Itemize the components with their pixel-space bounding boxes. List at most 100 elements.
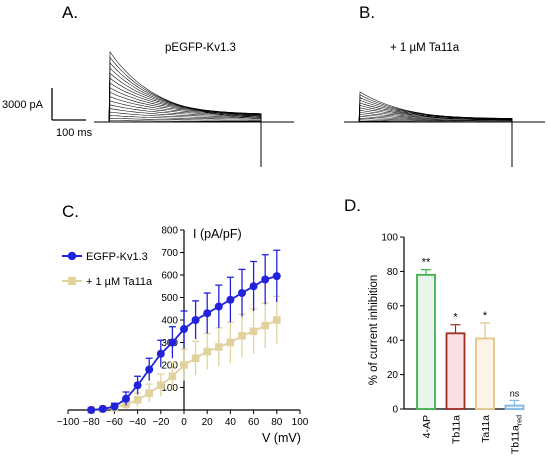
panel-b-current-traces-trace (358, 118, 513, 123)
category-label: Tb11a (451, 415, 463, 444)
x-tick-label: −20 (152, 417, 169, 428)
data-point (168, 338, 177, 347)
bar (416, 273, 436, 410)
bar-y-tick-label: 20 (387, 370, 399, 381)
x-tick-label: 20 (202, 417, 214, 428)
data-point (226, 295, 235, 304)
scale-bar-time-label: 100 ms (56, 127, 93, 139)
data-point (226, 338, 235, 347)
data-point (261, 321, 269, 330)
y-tick-label: 400 (161, 316, 178, 327)
x-tick-label: 80 (271, 417, 283, 428)
panel-b-current-traces-trace (358, 120, 513, 123)
bar (445, 332, 466, 410)
x-tick-label: −60 (106, 417, 123, 428)
iv-chart-y-axis-label: I (pA/pF) (193, 227, 242, 241)
iv-chart-series (87, 249, 281, 414)
data-point (249, 327, 258, 336)
bar-y-tick-label: 80 (387, 267, 399, 278)
legend-label-ta11a: + 1 µM Ta11a (86, 276, 153, 288)
panel-a-current-traces-trace (108, 108, 262, 123)
data-point (238, 331, 246, 340)
panel-a-current-traces-trace (108, 77, 262, 123)
scale-bar-current-label: 3000 pA (2, 99, 44, 111)
series-0 (87, 249, 281, 414)
bar-y-tick-label: 60 (387, 301, 399, 312)
significance-label: * (453, 312, 458, 324)
panel-b-current-traces-trace (358, 91, 513, 123)
legend-label-control: EGFP-Kv1.3 (86, 251, 148, 263)
scale-bar: 3000 pA 100 ms (2, 88, 93, 139)
data-point (261, 275, 270, 284)
data-point (157, 381, 165, 390)
x-tick-label: 40 (225, 417, 237, 428)
bar-chart-y-tick-labels: 0 20 40 60 80 100 (381, 233, 398, 416)
panel-a-title: pEGFP-Kv1.3 (165, 42, 236, 54)
panel-a-current-traces-trace (108, 115, 262, 123)
y-tick-label: 100 (161, 383, 178, 394)
data-point (87, 406, 96, 414)
data-point (203, 347, 211, 356)
significance-label: ** (422, 257, 431, 269)
panel-a-current-traces-trace (108, 91, 262, 123)
data-point (273, 316, 281, 324)
bar-chart-y-axis-label: % of current inhibition (368, 275, 380, 386)
y-tick-label: 700 (161, 248, 178, 259)
x-tick-label: −80 (83, 417, 100, 428)
panel-a-current-traces (94, 51, 294, 167)
x-tick-label: −100 (57, 417, 80, 428)
panel-b-current-traces-trace (358, 119, 513, 123)
data-point (180, 361, 188, 369)
legend-marker-control (67, 251, 77, 261)
bar-y-tick-label: 40 (387, 336, 399, 347)
panel-a-current-traces-trace (108, 111, 262, 123)
data-point (156, 349, 165, 358)
significance-label: ns (510, 388, 520, 398)
data-point (98, 404, 107, 413)
legend-marker-ta11a (68, 277, 76, 285)
y-tick-label: 600 (161, 271, 178, 282)
data-point (203, 309, 212, 318)
iv-chart-y-tick-labels: 100200300400500600700800 (161, 226, 178, 395)
data-point (180, 325, 188, 333)
data-point (145, 365, 154, 374)
category-label: Ta11a (480, 415, 492, 443)
data-point (215, 343, 223, 351)
bar-y-tick-label: 0 (392, 405, 398, 416)
data-point (133, 396, 142, 404)
x-tick-label: 60 (248, 417, 260, 428)
y-tick-label: 200 (161, 361, 178, 372)
bar (475, 337, 495, 410)
category-label: Tb11ared (510, 415, 524, 454)
bar (504, 404, 525, 410)
panel-a-current-traces-trace (108, 56, 262, 123)
panel-a-letter: A. (62, 3, 79, 22)
bar-chart-category-labels: 4-AP Tb11a Ta11a Tb11ared (421, 415, 524, 454)
panel-b-letter: B. (359, 3, 376, 22)
panel-b-title: + 1 µM Ta11a (390, 42, 460, 54)
data-point (238, 289, 246, 297)
panel-a-current-traces-trace (108, 51, 262, 123)
data-point (122, 394, 130, 403)
x-tick-label: 0 (181, 417, 187, 428)
panel-a-current-traces-trace (108, 117, 262, 123)
significance-label: * (483, 310, 488, 322)
iv-chart-x-tick-labels: −100 −80 −60 −40 −20 0 20 40 60 80 100 (57, 417, 309, 428)
panel-d-letter: D. (344, 196, 361, 215)
iv-chart-x-axis-label: V (mV) (262, 431, 301, 445)
data-point (133, 381, 142, 390)
y-tick-label: 800 (161, 226, 178, 237)
data-point (191, 316, 200, 324)
panel-a-current-traces-trace (108, 120, 262, 123)
bar-y-tick-label: 100 (381, 233, 398, 244)
category-label: 4-AP (421, 415, 433, 438)
data-point (214, 302, 223, 311)
panel-c-letter: C. (62, 202, 79, 221)
y-tick-label: 500 (161, 293, 178, 304)
x-tick-label: 100 (292, 417, 309, 428)
data-point (249, 282, 258, 291)
x-tick-label: −40 (129, 417, 146, 428)
